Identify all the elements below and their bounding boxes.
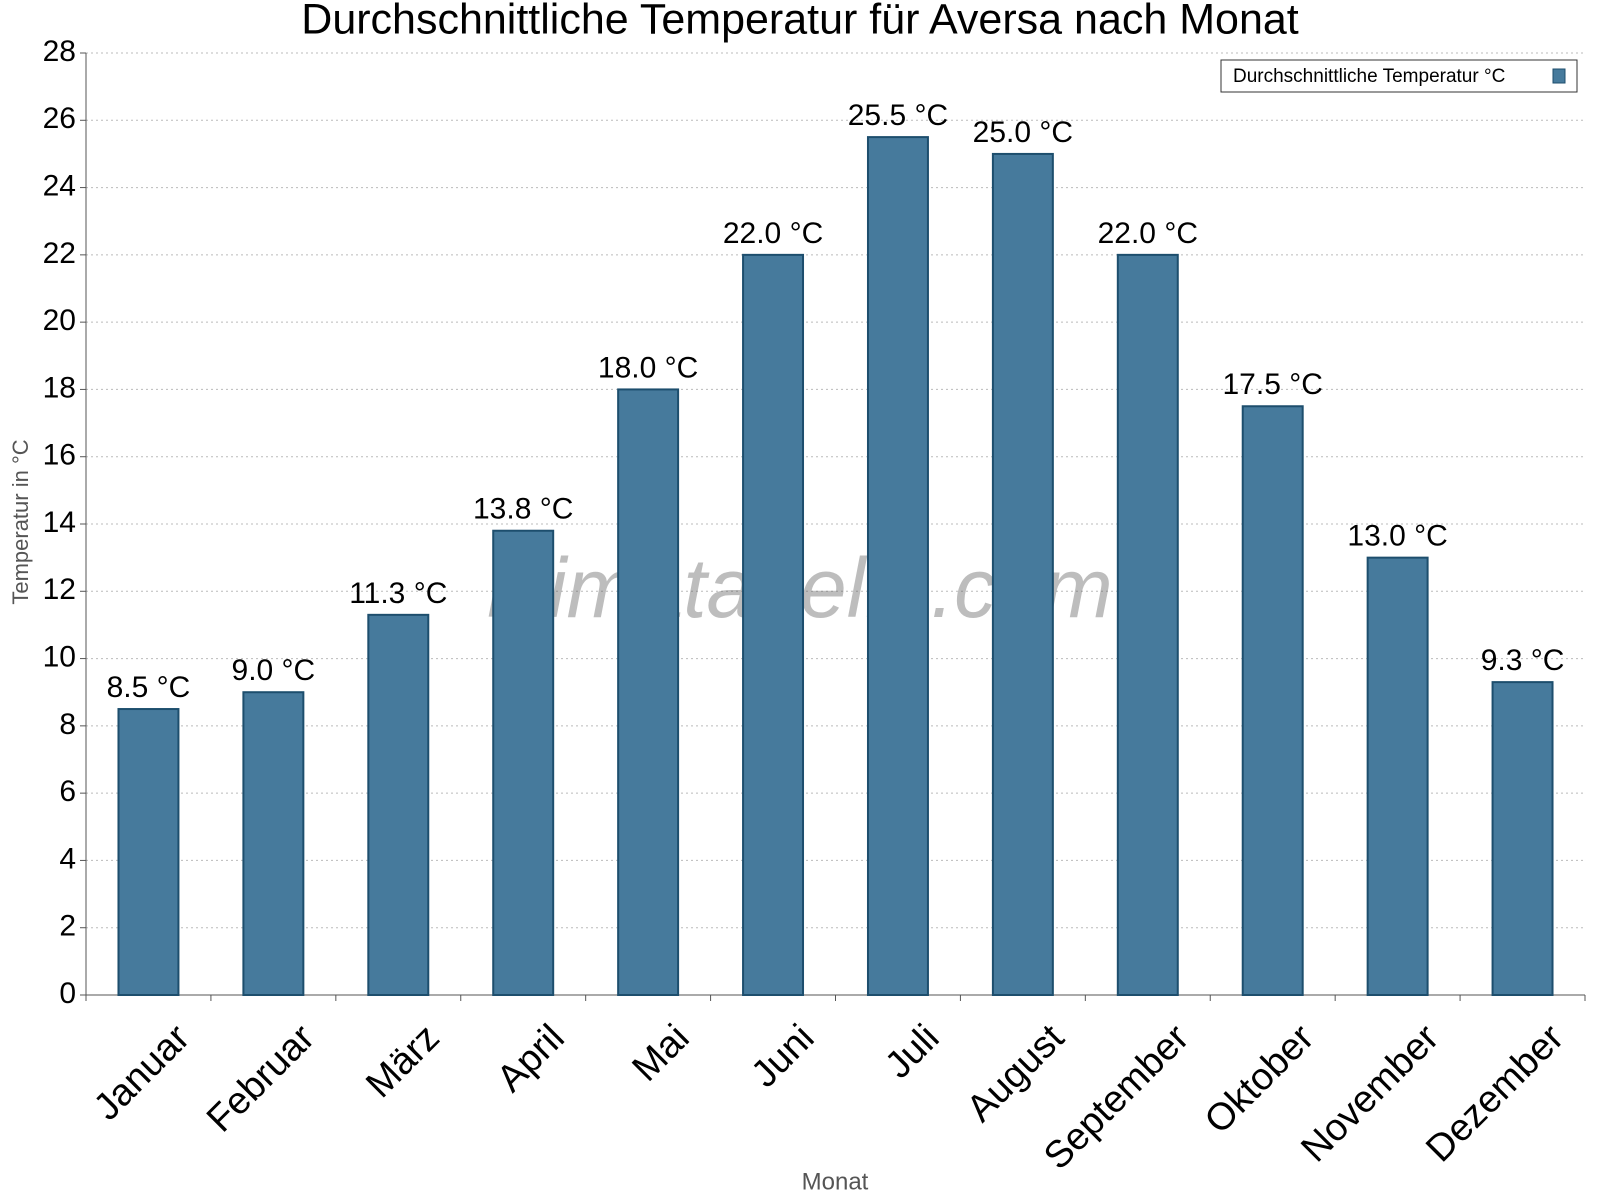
value-label: 17.5 °C <box>1223 368 1323 401</box>
x-axis-label: Monat <box>802 1168 869 1195</box>
value-label: 25.5 °C <box>848 99 948 132</box>
legend-label: Durchschnittliche Temperatur °C <box>1233 66 1505 87</box>
y-tick-label: 26 <box>43 102 76 135</box>
y-tick-label: 16 <box>43 439 76 472</box>
chart-title: Durchschnittliche Temperatur für Aversa … <box>301 0 1299 43</box>
y-tick-label: 4 <box>59 842 76 875</box>
y-tick-label: 20 <box>43 304 76 337</box>
value-label: 8.5 °C <box>107 671 191 704</box>
value-label: 25.0 °C <box>973 116 1073 149</box>
bar <box>617 388 680 996</box>
value-label: 13.8 °C <box>473 493 573 526</box>
legend-box <box>1220 59 1578 93</box>
bar <box>367 613 430 996</box>
bar <box>1116 253 1179 997</box>
value-label: 18.0 °C <box>598 351 698 384</box>
y-tick-label: 24 <box>43 169 76 202</box>
bar <box>991 152 1054 996</box>
y-tick-label: 22 <box>43 237 76 270</box>
y-tick-label: 0 <box>59 977 76 1010</box>
y-tick-label: 28 <box>43 35 76 68</box>
y-tick-label: 10 <box>43 640 76 673</box>
y-tick-label: 12 <box>43 573 76 606</box>
y-axis-label: Temperatur in °C <box>8 439 33 604</box>
value-label: 22.0 °C <box>723 217 823 250</box>
bar <box>117 708 180 996</box>
value-label: 13.0 °C <box>1347 520 1447 553</box>
bar <box>492 529 555 996</box>
bar <box>1491 681 1554 996</box>
value-label: 11.3 °C <box>349 577 447 610</box>
y-tick-label: 6 <box>59 775 76 808</box>
value-label: 22.0 °C <box>1098 217 1198 250</box>
y-tick-label: 18 <box>43 371 76 404</box>
y-tick-label: 8 <box>59 708 76 741</box>
y-tick-label: 14 <box>43 506 76 539</box>
bar <box>866 136 929 997</box>
value-label: 9.0 °C <box>232 654 316 687</box>
legend-swatch <box>1552 68 1566 84</box>
bar <box>742 253 805 997</box>
bar <box>1366 556 1429 997</box>
bar <box>1241 405 1304 996</box>
bar <box>242 691 305 996</box>
value-label: 9.3 °C <box>1481 644 1565 677</box>
y-tick-label: 2 <box>59 910 76 943</box>
